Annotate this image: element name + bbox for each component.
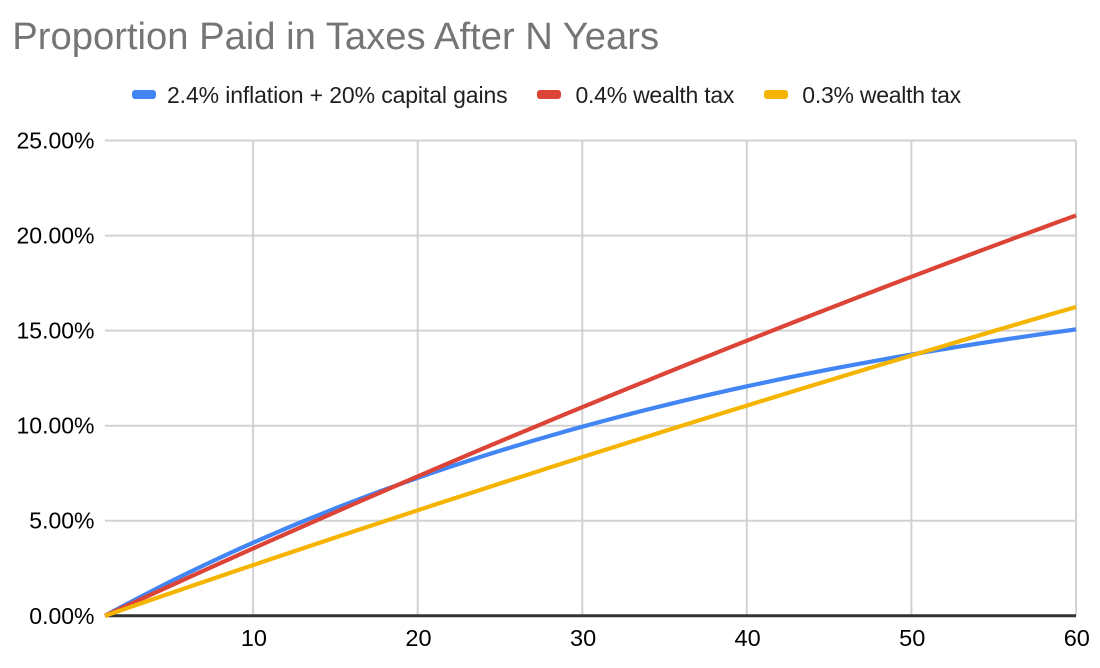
svg-text:30: 30 — [570, 625, 596, 651]
svg-text:60: 60 — [1064, 625, 1090, 651]
svg-text:0.00%: 0.00% — [29, 603, 94, 629]
svg-text:20: 20 — [405, 625, 431, 651]
svg-text:15.00%: 15.00% — [16, 318, 94, 344]
svg-text:10: 10 — [241, 625, 267, 651]
svg-text:25.00%: 25.00% — [16, 128, 94, 154]
svg-text:5.00%: 5.00% — [29, 508, 94, 534]
svg-text:20.00%: 20.00% — [16, 223, 94, 249]
svg-text:50: 50 — [899, 625, 925, 651]
svg-text:40: 40 — [735, 625, 761, 651]
svg-text:10.00%: 10.00% — [16, 413, 94, 439]
